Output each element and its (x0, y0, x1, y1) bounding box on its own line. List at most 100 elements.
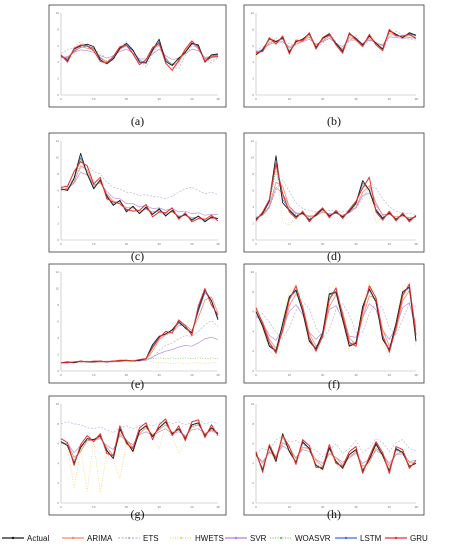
panel-caption: (c) (131, 249, 144, 263)
x-tick-label: 48 (414, 505, 418, 509)
y-tick-label: 8 (57, 27, 59, 31)
series-line-actual (255, 155, 417, 221)
x-tick-label: 40 (388, 505, 392, 509)
x-tick-label: 40 (388, 242, 392, 246)
series-line-actual (255, 286, 417, 352)
x-tick-label: 40 (190, 242, 194, 246)
x-tick-label: 20 (321, 373, 325, 377)
legend-label: WOASVR (295, 534, 331, 543)
y-tick-label: 8 (252, 422, 254, 426)
y-tick-label: 12 (56, 270, 60, 274)
legend-marker (394, 536, 398, 540)
y-tick-label: 6 (57, 442, 59, 446)
x-tick-label: 48 (216, 505, 220, 509)
y-tick-label: 2 (252, 77, 254, 81)
series-line-actual (60, 38, 219, 66)
x-tick-label: 40 (388, 373, 392, 377)
y-tick-label: 10 (56, 287, 60, 291)
series-line-hwets (60, 424, 219, 493)
chart-panel: 0 10 20 30 40 48 0 2 4 6 8 10 12 (d) (243, 132, 425, 263)
series-line-svr (60, 48, 219, 61)
y-tick-label: 0 (57, 369, 59, 373)
panel-caption: (h) (327, 507, 341, 521)
panel-caption: (g) (131, 507, 145, 521)
chart-panel: 0 10 20 30 40 48 0 2 4 6 8 10 (h) (243, 395, 425, 521)
legend-label: GRU (410, 534, 428, 543)
legend: Actual ARIMA ETS HWETS SVR WOASVR LSTM GRU (2, 534, 428, 543)
legend-marker (11, 536, 15, 540)
y-tick-label: 0 (57, 501, 59, 505)
chart-panel: 0 10 20 30 40 48 0 2 4 6 8 10 (b) (243, 4, 425, 128)
y-tick-label: 10 (56, 156, 60, 160)
series-line-gru (255, 162, 417, 223)
panel-caption: (a) (131, 114, 144, 128)
series-line-gru (255, 28, 417, 55)
series-line-hwets (255, 282, 417, 358)
panel-caption: (e) (131, 377, 144, 391)
x-tick-label: 30 (157, 505, 161, 509)
series-line-arima (255, 181, 417, 219)
y-tick-label: 4 (252, 329, 254, 333)
y-tick-label: 0 (252, 93, 254, 97)
panel-frame (243, 263, 425, 384)
series-line-arima (255, 442, 417, 467)
legend-item: LSTM (335, 534, 382, 543)
y-tick-label: 12 (251, 139, 255, 143)
y-tick-label: 10 (56, 11, 60, 15)
series-line-gru (255, 283, 417, 354)
x-tick-label: 48 (414, 373, 418, 377)
y-tick-label: 4 (252, 205, 254, 209)
y-tick-label: 6 (252, 442, 254, 446)
y-tick-label: 2 (57, 222, 59, 226)
x-tick-label: 30 (354, 505, 358, 509)
x-tick-label: 20 (321, 505, 325, 509)
panel-frame (243, 395, 425, 516)
series-line-arima (255, 290, 417, 349)
y-tick-label: 12 (56, 139, 60, 143)
x-tick-label: 20 (125, 97, 129, 101)
x-tick-label: 40 (190, 373, 194, 377)
series-line-hwets (60, 158, 219, 222)
legend-label: LSTM (360, 534, 382, 543)
x-tick-label: 10 (288, 242, 292, 246)
y-tick-label: 2 (57, 353, 59, 357)
series-line-lstm (255, 163, 417, 220)
y-tick-label: 10 (251, 11, 255, 15)
x-tick-label: 10 (288, 97, 292, 101)
x-tick-label: 30 (157, 97, 161, 101)
x-tick-label: 30 (354, 242, 358, 246)
series-line-actual (60, 152, 219, 223)
x-tick-label: 0 (255, 373, 257, 377)
legend-label: ARIMA (87, 534, 113, 543)
legend-marker (179, 536, 183, 540)
x-tick-label: 10 (92, 242, 96, 246)
legend-marker (279, 536, 283, 540)
y-tick-label: 6 (252, 44, 254, 48)
panel-frame (48, 395, 227, 516)
legend-label: SVR (250, 534, 267, 543)
y-tick-label: 6 (57, 189, 59, 193)
legend-item: HWETS (170, 534, 224, 543)
x-tick-label: 20 (321, 242, 325, 246)
y-tick-label: 10 (251, 270, 255, 274)
chart-panel: 0 10 20 30 40 48 0 2 4 6 8 10 (g) (48, 395, 227, 521)
x-tick-label: 48 (414, 242, 418, 246)
x-tick-label: 30 (157, 373, 161, 377)
x-tick-label: 20 (321, 97, 325, 101)
legend-marker (234, 536, 238, 540)
chart-panel: 0 10 20 30 40 48 0 2 4 6 8 10 (f) (243, 263, 425, 391)
x-tick-label: 0 (60, 97, 62, 101)
y-tick-label: 2 (57, 481, 59, 485)
x-tick-label: 10 (92, 505, 96, 509)
y-tick-label: 6 (57, 44, 59, 48)
x-tick-label: 48 (414, 97, 418, 101)
y-tick-label: 8 (252, 290, 254, 294)
y-tick-label: 6 (252, 310, 254, 314)
y-tick-label: 8 (57, 303, 59, 307)
x-tick-label: 20 (125, 373, 129, 377)
panel-caption: (d) (327, 249, 341, 263)
x-tick-label: 0 (255, 505, 257, 509)
y-tick-label: 6 (252, 189, 254, 193)
x-tick-label: 40 (388, 97, 392, 101)
